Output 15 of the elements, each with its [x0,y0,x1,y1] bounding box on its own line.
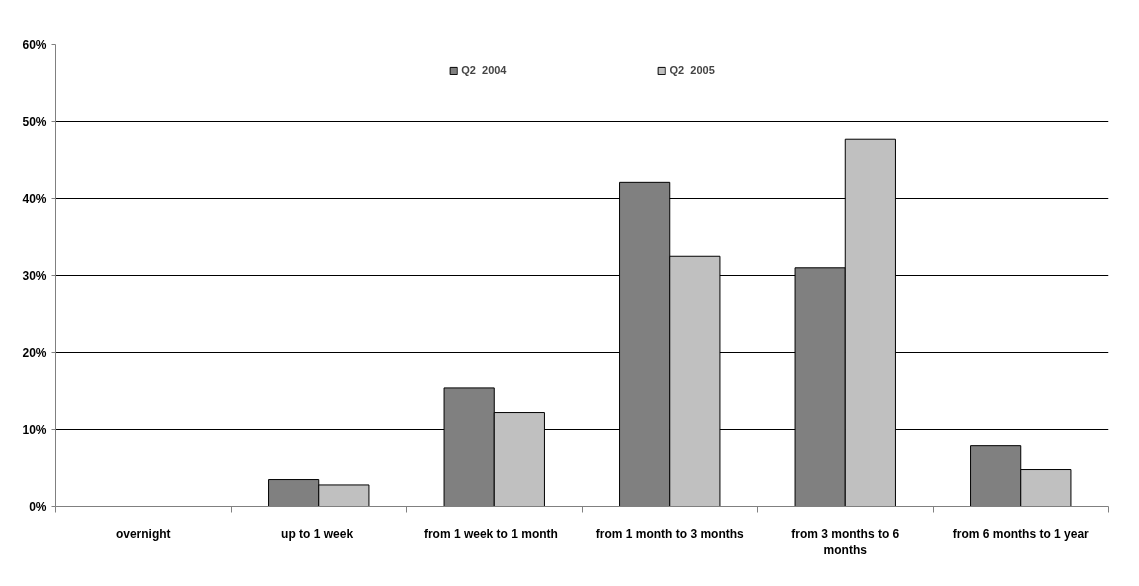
x-tick-label: from 3 months to 6 months [791,526,900,558]
x-tick-label: overnight [115,526,171,541]
legend-label: Q2 2004 [461,64,507,76]
x-tick-label: from 6 months to 1 year [952,526,1090,541]
x-tick-label: from 1 month to 3 months [595,526,745,541]
y-tick-label: 50% [22,114,47,129]
y-tick-label: 0% [29,499,47,514]
y-tick-label: 40% [22,191,47,206]
y-tick-label: 30% [22,268,47,283]
y-tick-label: 20% [22,345,47,360]
y-tick-label: 60% [22,37,47,52]
x-tick-label: up to 1 week [281,526,354,541]
y-tick-label: 10% [22,422,47,437]
x-tick-label: from 1 week to 1 month [423,526,558,541]
legend-label: Q2 2005 [669,64,715,76]
